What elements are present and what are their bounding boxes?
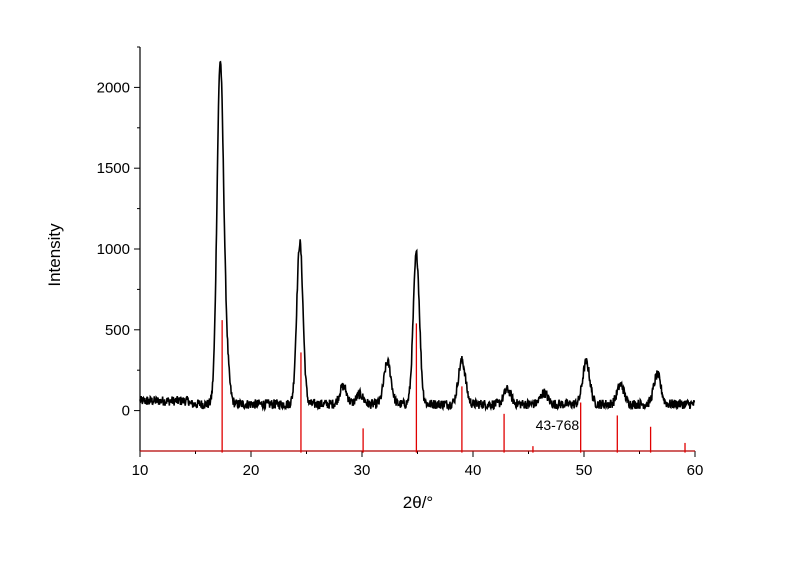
reference-card-label: 43-768 [536, 417, 580, 433]
y-tick-label: 500 [105, 322, 130, 339]
y-tick-label: 1500 [97, 160, 130, 177]
reference-series [140, 320, 695, 453]
x-tick-label: 30 [354, 462, 371, 479]
x-tick-label: 40 [465, 462, 482, 479]
x-tick-label: 20 [243, 462, 260, 479]
y-axis: 0 500 1000 1500 2000 [97, 46, 141, 451]
sample-series [139, 60, 696, 413]
x-tick-label: 50 [576, 462, 593, 479]
x-tick-label: 60 [687, 462, 704, 479]
x-axis: 10 20 30 40 50 60 [132, 450, 704, 479]
y-tick-label: 0 [122, 403, 130, 420]
y-axis-title: Intensity [45, 223, 64, 287]
y-tick-label: 1000 [97, 241, 130, 258]
y-tick-label: 2000 [97, 79, 130, 96]
sample-line [139, 60, 696, 413]
x-tick-label: 10 [132, 462, 149, 479]
x-axis-title: 2θ/° [403, 493, 433, 512]
